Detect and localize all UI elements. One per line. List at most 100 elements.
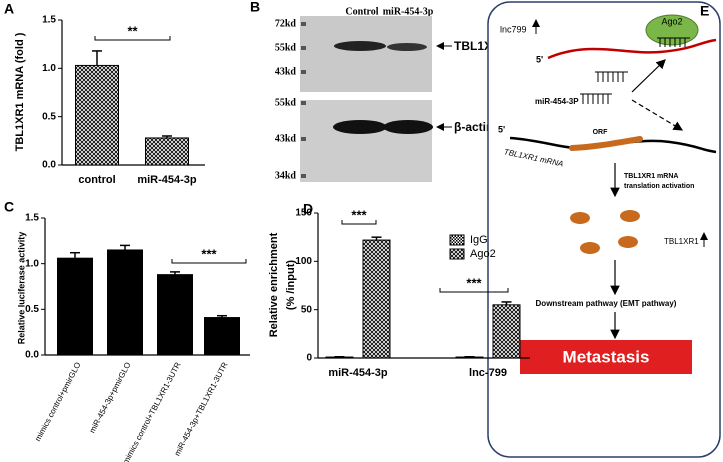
y-tick-label: 0: [306, 353, 312, 364]
x-tick-label: lnc-799: [469, 367, 507, 379]
x-tick-label: miR-454-3p: [137, 174, 197, 186]
marker: 43kd: [275, 133, 297, 144]
mirna-comb: [657, 37, 690, 47]
x-tick-label: mimics control+pmirGLO: [33, 361, 82, 443]
marker: 43kd: [275, 66, 297, 77]
y-tick-label: 0.5: [25, 304, 39, 315]
band-label: β-actin: [454, 120, 493, 134]
band: [387, 43, 427, 51]
ladder: [301, 46, 306, 50]
outcome-label: Metastasis: [563, 347, 650, 366]
orf-label: ORF: [593, 129, 609, 136]
five-prime: 5': [536, 54, 543, 64]
bar: [492, 304, 521, 359]
error-bar: [70, 251, 80, 259]
ladder: [301, 70, 306, 74]
x-tick-label: miR-454-3p: [328, 367, 388, 379]
significance-label: ***: [351, 207, 367, 222]
mirna-comb: [580, 93, 612, 104]
mirna-comb: [595, 71, 628, 82]
error-bar: [92, 50, 102, 66]
blot-membrane: [300, 16, 432, 92]
y-tick-label: 1.5: [42, 15, 56, 26]
x-tick-label: control: [78, 174, 115, 186]
marker: 55kd: [275, 97, 297, 108]
band: [383, 120, 433, 134]
protein-label: TBL1XR1: [664, 237, 699, 246]
y-axis-label: Relative enrichment: [268, 232, 280, 337]
lane-label: Control: [345, 6, 378, 17]
protein: [570, 212, 590, 224]
bar: [75, 64, 119, 166]
marker: 55kd: [275, 42, 297, 53]
y-tick-label: 1.5: [25, 213, 39, 224]
y-axis-label: (% /input): [285, 260, 297, 310]
bar: [455, 356, 484, 359]
outcome-box: [520, 340, 692, 374]
band: [334, 41, 386, 51]
panel-label: D: [303, 201, 313, 217]
y-tick-label: 0.5: [42, 111, 56, 122]
bar: [57, 257, 93, 356]
ladder: [301, 22, 306, 26]
significance-bracket: [171, 259, 247, 264]
y-tick-label: 0.0: [25, 350, 39, 361]
protein: [580, 242, 600, 254]
protein: [618, 236, 638, 248]
panel-label: E: [700, 3, 709, 19]
significance-bracket: [94, 36, 171, 41]
y-tick-label: 150: [295, 208, 312, 219]
panel-label: B: [250, 0, 260, 15]
activation-label: TBL1XR1 mRNA: [624, 173, 678, 180]
x-tick-label: miR-454-3p+pmirGLO: [88, 361, 133, 435]
bar: [145, 137, 189, 166]
error-bar: [120, 244, 130, 250]
y-tick-label: 1.0: [25, 258, 39, 269]
arrow: [631, 59, 666, 93]
ago2-label: Ago2: [661, 16, 682, 26]
panel-frame: [487, 1, 721, 458]
y-tick-label: 100: [295, 256, 312, 267]
legend-swatch: [449, 248, 465, 260]
arrow: [631, 99, 684, 131]
orf: [569, 136, 643, 151]
lane-label: miR-454-3p: [383, 6, 434, 17]
x-tick-label: miR-454-3p+TBL1XR1-3UTR: [173, 361, 230, 458]
legend-swatch: [449, 234, 465, 246]
bar: [362, 239, 391, 359]
significance-label: ***: [466, 275, 482, 290]
x-tick-label: mimics control+TBL1XR1-3UTR: [121, 361, 183, 462]
pathway-label: Downstream pathway (EMT pathway): [536, 299, 677, 308]
legend-label: Ago2: [470, 248, 496, 260]
activation-label: translation activation: [624, 183, 694, 190]
five-prime: 5': [498, 124, 505, 134]
y-axis-label: TBL1XR1 mRNA (fold ): [14, 32, 26, 151]
marker: 34kd: [275, 170, 297, 181]
ladder: [301, 101, 306, 105]
blot-membrane: [300, 100, 432, 182]
significance-bracket: [439, 288, 509, 293]
mirna-label: miR-454-3P: [535, 97, 579, 106]
panel-label: C: [4, 199, 14, 215]
legend-label: IgG: [470, 234, 488, 246]
band: [333, 120, 387, 134]
panel-label: A: [4, 1, 14, 17]
y-tick-label: 50: [301, 304, 313, 315]
y-tick-label: 1.0: [42, 63, 56, 74]
bar: [157, 274, 193, 356]
marker: 72kd: [275, 18, 297, 29]
ladder: [301, 174, 306, 178]
bar: [204, 317, 240, 356]
blot-panel: B Control miR-454-3p 72kd 55kd 43kd 55kd…: [250, 0, 508, 182]
significance-label: ***: [201, 246, 217, 261]
bar: [325, 356, 354, 359]
y-tick-label: 0.0: [42, 160, 56, 171]
protein: [620, 210, 640, 222]
significance-label: **: [127, 23, 138, 38]
lnc-label: lnc799: [500, 24, 527, 34]
lnc-rna: [547, 38, 717, 60]
diagram-panel: E lnc799 5' Ago2 miR-454-3P 5' ORF TBL1X…: [487, 1, 721, 458]
y-axis-label: Relative luciferase activity: [16, 232, 26, 345]
ladder: [301, 137, 306, 141]
